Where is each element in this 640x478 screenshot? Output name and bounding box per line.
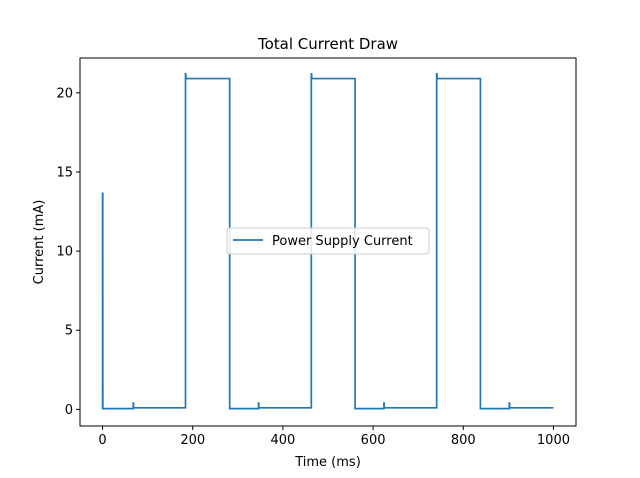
x-tick-label: 200 [180, 433, 205, 448]
legend-box [226, 227, 430, 255]
y-tick-label: 15 [56, 165, 73, 180]
x-tick-label: 600 [361, 433, 386, 448]
legend-label-power-supply-current: Power Supply Current [272, 234, 413, 249]
y-tick-label: 5 [65, 324, 73, 339]
x-tick-label: 800 [451, 433, 476, 448]
x-tick-label: 400 [270, 433, 295, 448]
chart-title: Total Current Draw [257, 35, 398, 53]
y-tick-label: 10 [56, 245, 73, 260]
plot-series [101, 72, 554, 410]
plot-frame [79, 57, 577, 427]
y-tick-label: 20 [56, 86, 73, 101]
y-axis-ticks: 0 5 10 15 20 [56, 86, 80, 418]
y-tick-label: 0 [65, 403, 73, 418]
x-tick-label: 0 [98, 433, 106, 448]
series-line-power-supply-current [101, 72, 554, 410]
x-tick-label: 1000 [537, 433, 570, 448]
x-axis-label: Time (ms) [294, 455, 361, 470]
y-axis-label: Current (mA) [32, 200, 47, 285]
legend: Power Supply Current [226, 227, 430, 255]
x-axis-ticks: 0 200 400 600 800 1000 [98, 426, 570, 448]
